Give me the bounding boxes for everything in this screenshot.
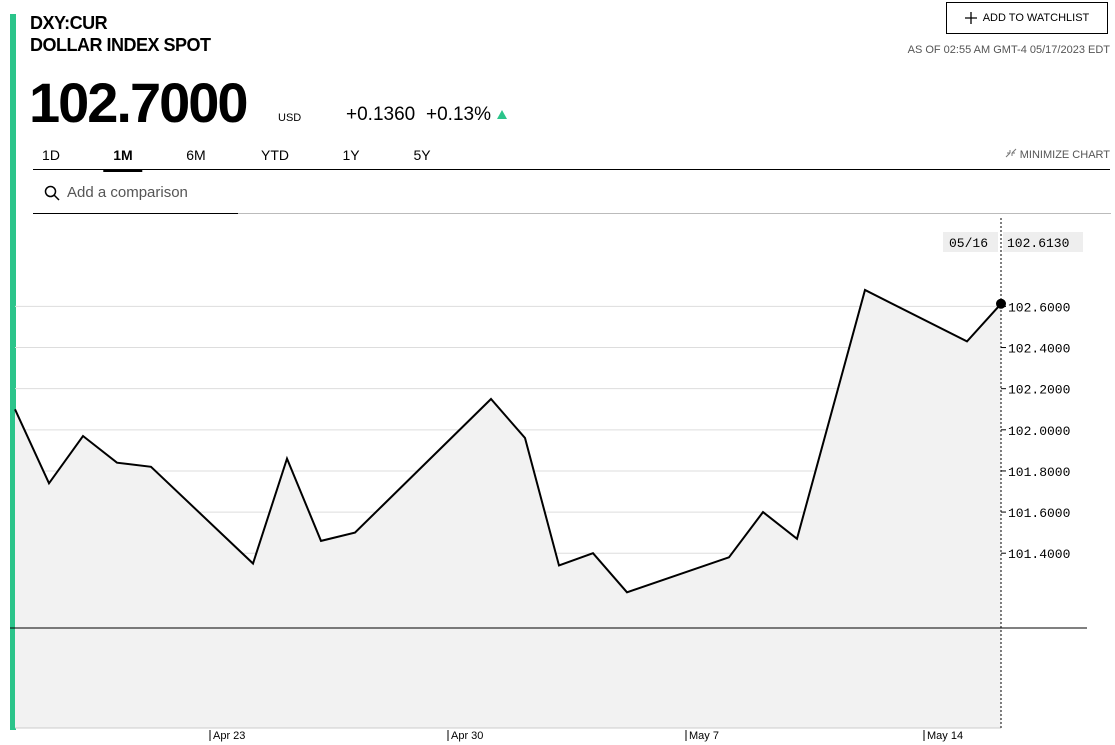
hover-value: 102.6130 <box>1007 236 1069 251</box>
tab-bar: 1D 1M 6M YTD 1Y 5Y <box>33 143 1110 172</box>
comparison-search[interactable]: Add a comparison <box>33 172 238 214</box>
minimize-icon <box>1005 148 1017 158</box>
range-tab[interactable]: 5Y <box>413 147 431 163</box>
x-tick-label: Apr 23 <box>213 730 245 742</box>
y-tick-label: 102.2000 <box>1008 383 1070 398</box>
security-name: DOLLAR INDEX SPOT <box>30 35 211 55</box>
as-of: AS OF 02:55 AM GMT-4 05/17/2023 EDT <box>907 44 1110 56</box>
price: 102.7000 <box>29 71 249 134</box>
change-pct-text: +0.13% <box>426 104 491 125</box>
search-placeholder: Add a comparison <box>67 184 188 201</box>
range-tab[interactable]: 1Y <box>342 147 360 163</box>
y-tick-label: 101.8000 <box>1008 465 1070 480</box>
y-tick-label: 102.6000 <box>1008 300 1070 315</box>
search-icon <box>44 185 60 201</box>
up-arrow <box>497 110 508 119</box>
currency: USD <box>278 112 302 124</box>
y-tick-label: 102.4000 <box>1008 342 1070 357</box>
separator <box>238 213 1111 214</box>
change: +0.1360 <box>346 104 416 125</box>
watchlist-label: ADD TO WATCHLIST <box>982 12 1090 24</box>
hover-point <box>996 298 1006 309</box>
minimize-label: MINIMIZE CHART <box>1019 149 1110 161</box>
x-tick-label: May 7 <box>689 730 719 742</box>
y-tick-label: 102.0000 <box>1008 424 1070 439</box>
line <box>14 288 1002 594</box>
change-pct: +0.13% <box>426 104 508 126</box>
plus-icon <box>964 12 977 24</box>
range-tab[interactable]: 1D <box>42 147 60 163</box>
range-tab[interactable]: 1M <box>103 147 143 172</box>
range-tab[interactable]: 6M <box>186 147 206 163</box>
minimize-chart[interactable]: MINIMIZE CHART <box>1005 148 1110 161</box>
hover-date-box <box>943 232 998 252</box>
hover-value-box <box>1003 232 1083 252</box>
y-tick-label: 101.4000 <box>1008 547 1070 562</box>
ticker: DXY:CUR <box>30 13 108 33</box>
x-tick-label: Apr 30 <box>451 730 483 742</box>
watchlist-button[interactable]: ADD TO WATCHLIST <box>946 2 1108 34</box>
hover-date: 05/16 <box>949 236 988 251</box>
x-tick-label: May 14 <box>927 730 963 742</box>
y-tick-label: 101.6000 <box>1008 506 1070 521</box>
accent-bar <box>10 14 16 730</box>
area <box>15 290 1001 728</box>
range-tab[interactable]: YTD <box>261 147 289 163</box>
